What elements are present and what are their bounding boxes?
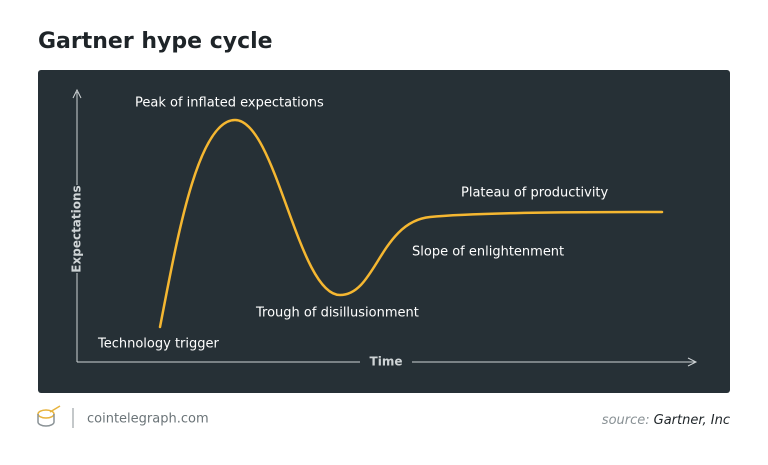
x-gap <box>360 355 412 369</box>
y-gap <box>70 185 84 273</box>
x-arrow <box>687 357 698 367</box>
brand-logo <box>37 405 61 427</box>
phase-label: Plateau of productivity <box>461 186 609 201</box>
y-axis-label: Expectations <box>70 185 84 272</box>
source: source: Gartner, Inc <box>602 413 730 428</box>
x-axis-label: Time <box>370 355 403 369</box>
source-name: Gartner, Inc <box>654 413 730 428</box>
phase-label: Trough of disillusionment <box>255 306 419 321</box>
phase-label: Peak of inflated expectations <box>135 96 324 111</box>
title: Gartner hype cycle <box>38 29 273 54</box>
source-prefix: source: <box>602 413 650 428</box>
hype-curve <box>158 118 664 329</box>
brand[interactable]: cointelegraph.com <box>87 412 209 427</box>
panel <box>38 70 730 393</box>
y-arrow <box>72 88 82 99</box>
phase-label: Slope of enlightenment <box>412 245 564 260</box>
phase-label: Technology trigger <box>97 337 220 352</box>
